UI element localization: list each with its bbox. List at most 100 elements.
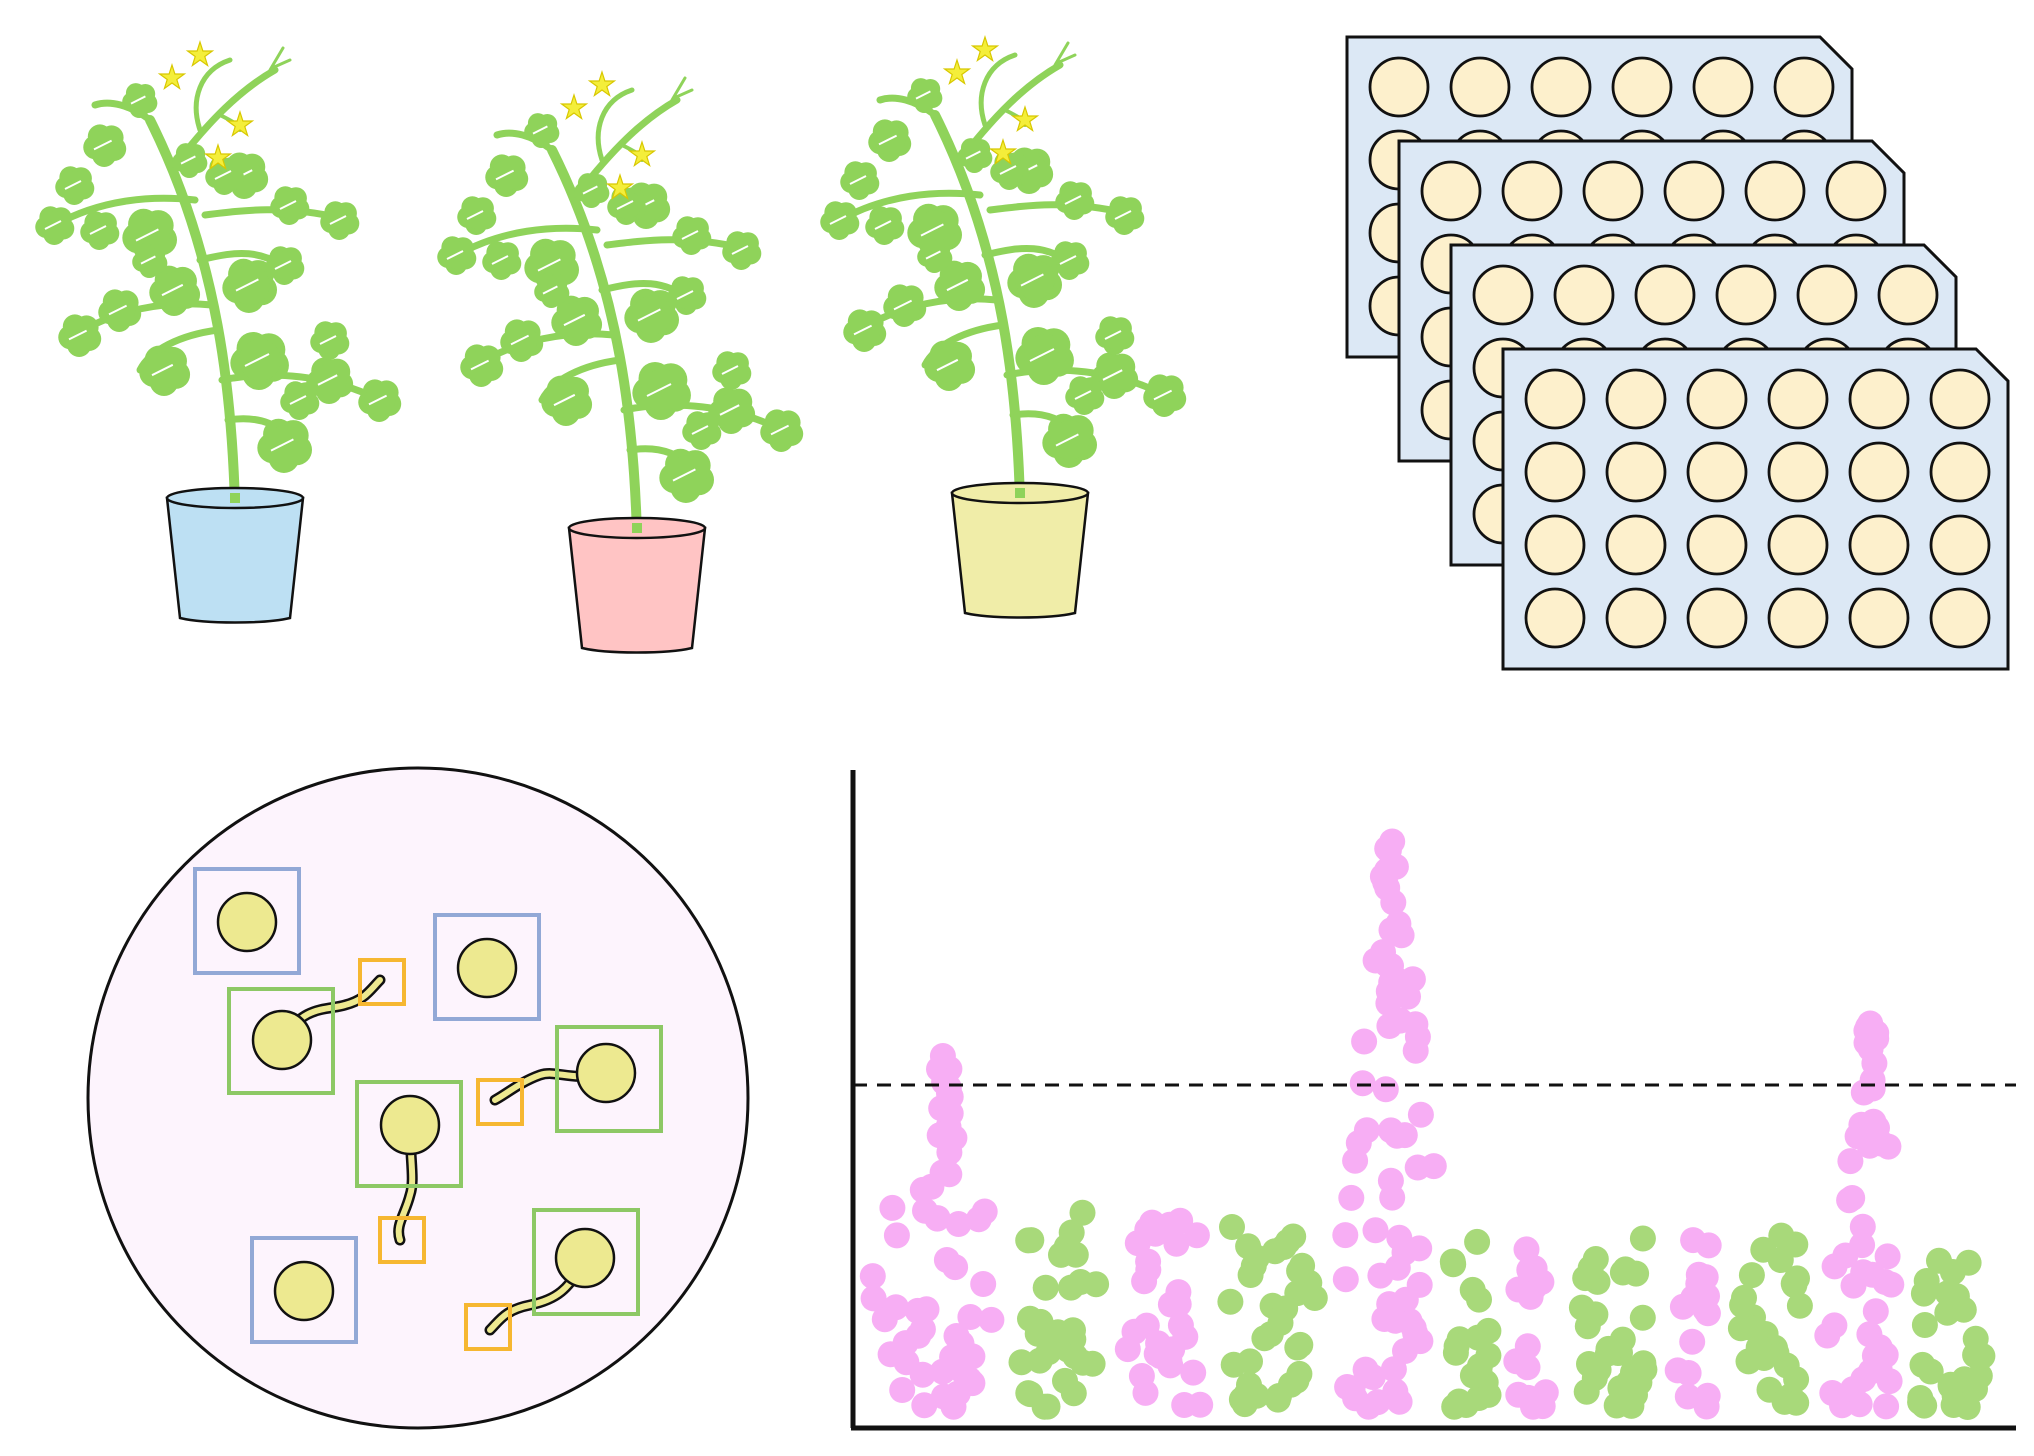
leaf-center xyxy=(239,339,281,381)
leaf-center xyxy=(130,215,170,255)
chart-point xyxy=(1594,1340,1621,1367)
chart-point xyxy=(882,1294,909,1321)
chart-point xyxy=(1353,1117,1380,1144)
chart-point xyxy=(1015,1227,1042,1254)
flower-icon xyxy=(157,63,187,91)
pollen-tube-tip-box xyxy=(378,1216,426,1264)
plate-well xyxy=(1605,587,1667,649)
chart-point xyxy=(1143,1340,1170,1367)
leaf-vein xyxy=(180,155,196,165)
plate-well xyxy=(1929,587,1991,649)
pollen-grain xyxy=(554,1227,616,1289)
chart-point xyxy=(1134,1216,1161,1243)
leaf-vein xyxy=(1055,433,1079,447)
leaf-cluster xyxy=(265,246,305,285)
leaf-cluster xyxy=(55,166,95,205)
leaf-vein xyxy=(329,215,347,225)
stem-tip xyxy=(670,76,694,102)
chart-point xyxy=(1251,1325,1278,1352)
chart-point xyxy=(1874,1243,1901,1270)
chart-point xyxy=(1407,1101,1434,1128)
chart-point xyxy=(1466,1286,1492,1313)
leaf-vein xyxy=(1074,390,1092,400)
leaf-cluster xyxy=(132,243,168,278)
chart-point xyxy=(935,1074,962,1101)
chart-point xyxy=(1332,1222,1359,1249)
leaf-vein xyxy=(681,230,699,240)
leaf-center xyxy=(915,210,955,250)
chart-point xyxy=(1911,1392,1938,1419)
flower-icon xyxy=(988,138,1018,166)
chart-point xyxy=(1926,1247,1952,1274)
chart-point xyxy=(1379,828,1406,855)
plate-well xyxy=(1605,514,1667,576)
chart-point xyxy=(1402,1320,1429,1347)
plate-well xyxy=(1767,587,1829,649)
flower-stalk xyxy=(193,57,233,133)
leaf-cluster xyxy=(924,340,976,391)
chart-point xyxy=(1219,1214,1245,1240)
leaf-cluster xyxy=(500,319,544,362)
chart-point xyxy=(1873,1393,1900,1420)
chart-point xyxy=(1780,1270,1807,1297)
leaf-cluster xyxy=(460,344,504,387)
plate-well xyxy=(1472,264,1534,326)
chart-series-group xyxy=(1332,828,1447,1420)
chart-series-group xyxy=(1907,1247,1996,1420)
chart-point xyxy=(1387,1007,1414,1034)
chart-point xyxy=(1966,1362,1993,1389)
leaf-vein xyxy=(829,215,847,225)
leaf-center xyxy=(313,363,347,397)
chart-point xyxy=(1391,1239,1418,1266)
leaf-center xyxy=(230,265,270,305)
leaf-cluster xyxy=(659,448,715,503)
pollen-grain xyxy=(251,1009,313,1071)
chart-point xyxy=(1913,1268,1940,1294)
germinated-grain-box xyxy=(355,1080,463,1188)
stem-branch xyxy=(91,99,154,124)
chart-point xyxy=(1767,1247,1794,1273)
leaf-cluster xyxy=(122,83,158,118)
leaf-cluster xyxy=(865,206,905,245)
leaf-vein xyxy=(214,170,232,180)
ungerminated-grain-box xyxy=(250,1236,358,1344)
leaf-cluster xyxy=(672,216,712,255)
ungerminated-grain-box xyxy=(433,913,541,1021)
leaf-cluster xyxy=(358,379,402,422)
chart-point xyxy=(1729,1292,1756,1318)
leaf-cluster xyxy=(172,143,208,178)
plate-well xyxy=(1848,441,1910,503)
leaf-vein xyxy=(646,383,672,397)
flower-icon xyxy=(185,40,215,68)
leaf-vein xyxy=(1153,389,1173,401)
chart-point xyxy=(957,1304,984,1330)
leaf-vein xyxy=(537,258,561,272)
chart-point xyxy=(1917,1358,1944,1385)
leaf-cluster xyxy=(35,206,75,245)
plate-well xyxy=(1848,514,1910,576)
pollen-tube-tip-box xyxy=(476,1078,524,1126)
leaf-center xyxy=(667,455,707,495)
chart-point xyxy=(1453,1392,1480,1418)
chart-point xyxy=(1695,1232,1722,1259)
plate-well xyxy=(1744,160,1806,222)
leaf-vein xyxy=(1114,210,1132,220)
leaf-vein xyxy=(915,90,931,100)
chart-point xyxy=(1440,1251,1467,1278)
chart-point xyxy=(971,1198,998,1225)
flower-icon xyxy=(587,70,617,98)
chart-point xyxy=(1388,922,1415,949)
petri-dish-group xyxy=(86,766,750,1430)
leaf-vein xyxy=(151,363,174,377)
leaf-vein xyxy=(1104,330,1122,340)
chart-point xyxy=(1384,1122,1410,1149)
pollen-grain xyxy=(575,1042,637,1104)
chart-series-group xyxy=(1114,1207,1214,1418)
leaf-vein xyxy=(64,180,82,190)
chart-point xyxy=(889,1377,916,1403)
chart-point xyxy=(1420,1153,1447,1180)
leaf-cluster xyxy=(1007,253,1063,308)
leaf-cluster xyxy=(712,351,752,390)
chart-point xyxy=(913,1296,940,1323)
